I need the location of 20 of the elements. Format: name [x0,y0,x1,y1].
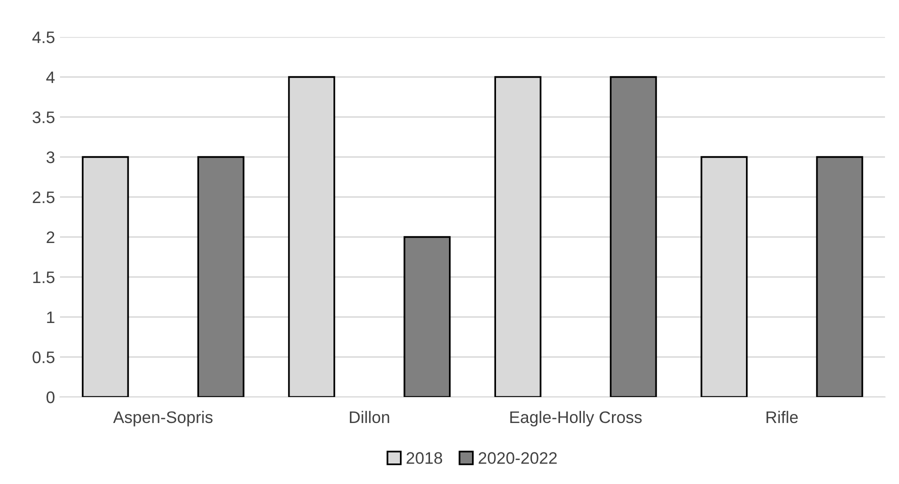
x-tick-label: Eagle-Holly Cross [510,410,642,426]
y-tick-label: 4.5 [32,32,54,44]
bar [197,156,244,397]
y-tick-label: 3.5 [32,111,54,124]
y-tick-label: 3 [46,151,54,164]
y-tick-label: 2 [46,231,54,244]
x-tick-label: Aspen-Sopris [113,410,213,426]
x-tick-label: Dillon [350,410,390,424]
y-tick-label: 1 [47,312,54,324]
y-tick-label: 0 [46,391,54,404]
x-tick-label: Rifle [766,410,798,424]
bar [610,76,657,397]
y-tick-label: 4 [46,72,55,84]
legend-label: 2018 [406,452,442,464]
y-tick-label: 2.5 [32,191,54,204]
y-tick-label: 1.5 [33,272,54,284]
legend-label: 2020-2022 [478,452,557,464]
bar [816,156,864,397]
y-tick-label: 0.5 [32,351,54,364]
bar [404,236,451,397]
